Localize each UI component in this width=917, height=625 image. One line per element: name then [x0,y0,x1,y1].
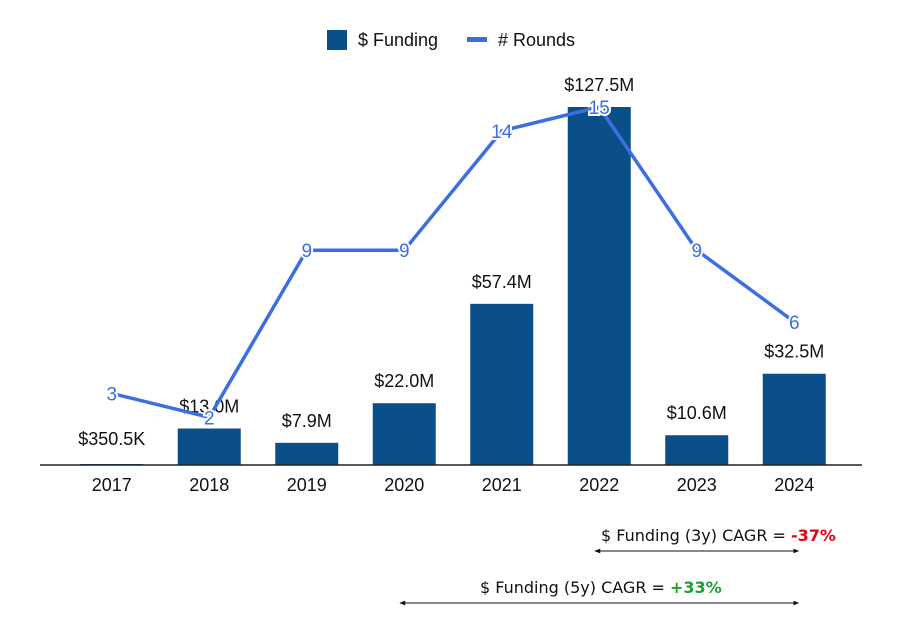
x-tick-label: 2023 [677,475,717,495]
line-data-label: 14 [491,122,513,143]
bar-data-labels: $350.5K $13.0M $7.9M $22.0M $57.4M $127.5M $10… [78,75,824,449]
legend-swatch-funding [327,30,347,50]
bar-2023 [665,435,729,465]
line-series [111,105,796,420]
line-data-label: 9 [301,241,312,262]
cagr-5y-value: +33% [670,578,722,597]
bar-data-label: $32.5M [764,342,824,362]
x-tick-label: 2020 [384,475,424,495]
bar-series [80,107,826,465]
cagr-arrows [399,548,800,606]
line-data-label: 9 [691,241,702,262]
bar-2019 [275,442,339,465]
x-tick-label: 2021 [482,475,522,495]
line-data-label: 2 [204,408,215,429]
line-data-label: 15 [589,98,610,119]
cagr-3y-value: -37% [791,526,836,545]
line-data-label: 9 [399,241,410,262]
bar-data-label: $7.9M [282,411,332,431]
cagr-5y-label: $ Funding (5y) CAGR = [480,578,671,597]
line-data-label: 6 [789,313,800,334]
x-tick-label: 2022 [579,475,619,495]
cagr-5y-annotation: $ Funding (5y) CAGR = +33% [480,578,722,597]
cagr-3y-annotation: $ Funding (3y) CAGR = -37% [601,526,836,545]
x-tick-label: 2024 [774,475,814,495]
legend-label-funding: $ Funding [358,30,438,50]
bar-2020 [372,403,436,465]
bar-2021 [470,303,534,465]
x-tick-label: 2019 [287,475,327,495]
cagr-3y-label: $ Funding (3y) CAGR = [601,526,792,545]
legend: $ Funding # Rounds [327,30,575,50]
x-tick-label: 2018 [189,475,229,495]
bar-data-label: $22.0M [374,371,434,391]
bar-2022 [567,107,631,465]
x-tick-label: 2017 [92,475,132,495]
bar-data-label: $13.0M [179,396,239,416]
legend-label-rounds: # Rounds [498,30,575,50]
legend-swatch-rounds [467,37,487,42]
bar-data-label: $350.5K [78,429,145,449]
bar-data-label: $57.4M [472,272,532,292]
x-tick-labels: 2017 2018 2019 2020 2021 2022 2023 2024 [92,475,815,495]
line-data-labels: 3 2 9 9 14 15 9 6 [104,96,801,431]
line-data-label: 3 [106,384,117,405]
bar-data-label: $10.6M [667,403,727,423]
rounds-line [111,105,796,420]
bar-2018 [177,428,241,465]
bar-2024 [762,373,826,465]
bar-data-label: $127.5M [564,75,634,95]
